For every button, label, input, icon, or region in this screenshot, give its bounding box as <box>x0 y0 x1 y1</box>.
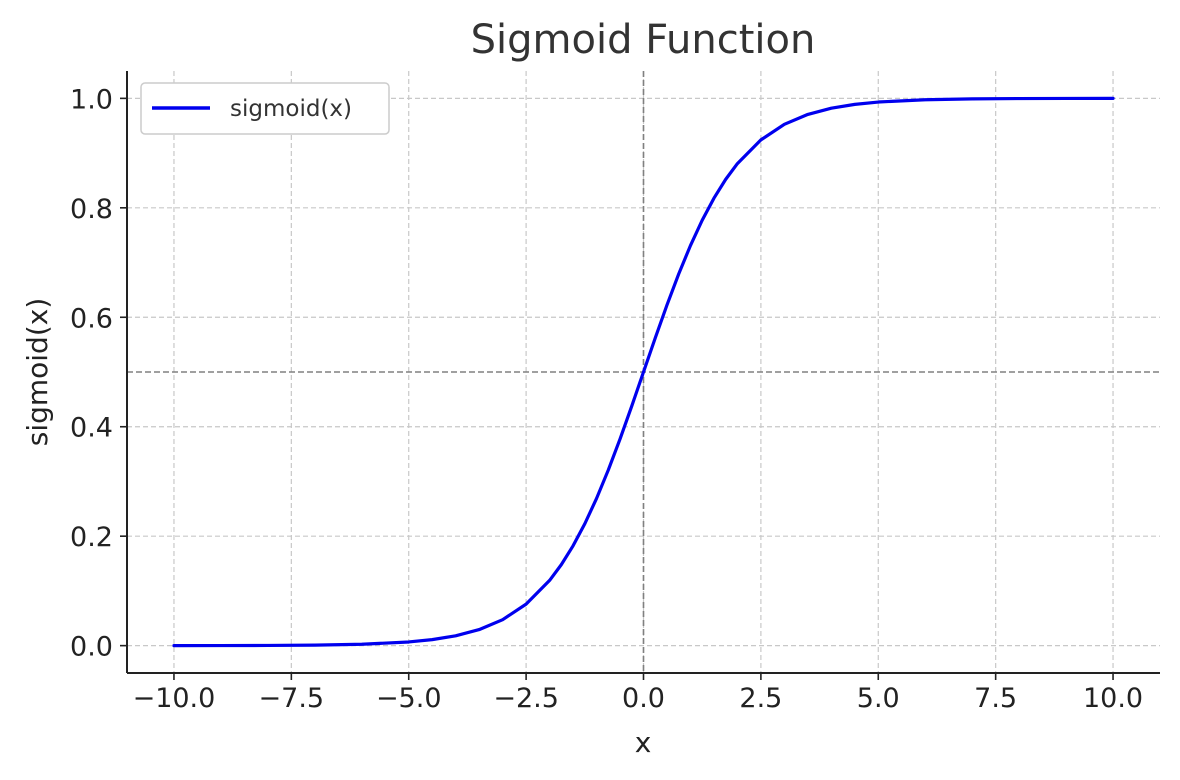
legend-label-sigmoid: sigmoid(x) <box>230 96 352 122</box>
y-tick-label-1: 0.2 <box>70 522 113 553</box>
x-tick-label-7: 7.5 <box>974 683 1017 714</box>
y-tick-label-2: 0.4 <box>70 413 113 444</box>
y-tick-label-3: 0.6 <box>70 303 113 334</box>
legend: sigmoid(x) <box>140 82 390 135</box>
x-tick-label-5: 2.5 <box>739 683 782 714</box>
y-tick-label-0: 0.0 <box>70 632 113 663</box>
x-tick-label-2: −5.0 <box>376 683 442 714</box>
y-tick-label-4: 0.8 <box>70 194 113 225</box>
x-tick-label-6: 5.0 <box>857 683 900 714</box>
ticks-layer: −10.0 −7.5 −5.0 −2.5 0.0 2.5 5.0 7.5 10.0 0.0 0.2 0… <box>70 84 1143 714</box>
legend-box <box>140 82 390 135</box>
x-tick-label-4: 0.0 <box>622 683 665 714</box>
x-tick-label-3: −2.5 <box>493 683 559 714</box>
x-tick-label-8: 10.0 <box>1083 683 1143 714</box>
y-axis-label: sigmoid(x) <box>21 298 54 447</box>
x-tick-label-0: −10.0 <box>133 683 216 714</box>
chart-title: Sigmoid Function <box>471 17 816 63</box>
y-tick-label-5: 1.0 <box>70 84 113 115</box>
series-layer <box>172 96 1115 648</box>
series-line-0 <box>172 96 1115 648</box>
x-axis-label: x <box>635 726 652 759</box>
x-tick-label-1: −7.5 <box>259 683 325 714</box>
